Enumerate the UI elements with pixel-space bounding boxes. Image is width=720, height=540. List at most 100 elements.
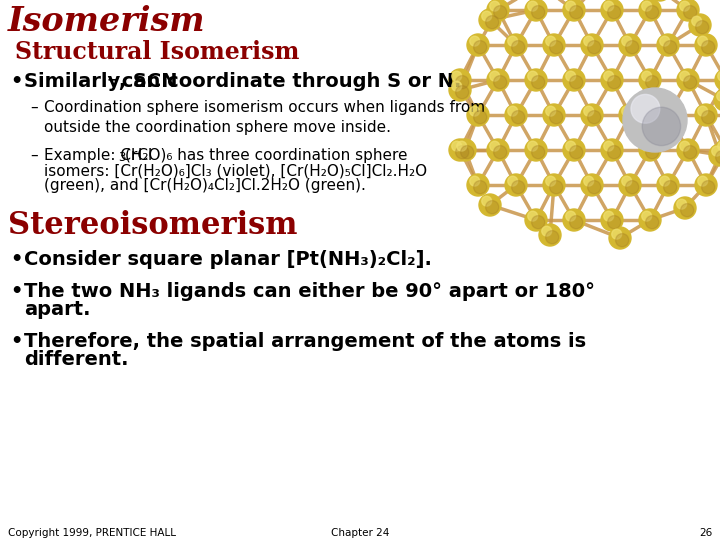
Circle shape (696, 21, 708, 34)
Text: 3: 3 (118, 151, 125, 164)
Text: •: • (10, 282, 22, 300)
Circle shape (715, 69, 720, 91)
Text: Coordination sphere isomerism occurs when ligands from
outside the coordination : Coordination sphere isomerism occurs whe… (44, 100, 485, 136)
Circle shape (718, 71, 720, 81)
Circle shape (456, 76, 469, 89)
Text: –: – (30, 148, 37, 163)
Circle shape (528, 211, 538, 221)
Circle shape (622, 36, 631, 46)
Circle shape (531, 215, 545, 229)
Circle shape (608, 76, 621, 89)
Text: Stereoisomerism: Stereoisomerism (8, 210, 297, 241)
Circle shape (479, 194, 501, 216)
Circle shape (525, 0, 547, 21)
Circle shape (701, 180, 715, 194)
Circle shape (584, 176, 594, 186)
Text: Copyright 1999, PRENTICE HALL: Copyright 1999, PRENTICE HALL (8, 528, 176, 538)
Circle shape (467, 34, 489, 56)
Text: Example: CrCl: Example: CrCl (44, 148, 152, 163)
Circle shape (505, 34, 527, 56)
Circle shape (716, 151, 720, 164)
Circle shape (716, 91, 720, 101)
Circle shape (479, 9, 501, 31)
Circle shape (664, 40, 677, 54)
Circle shape (695, 104, 717, 126)
Circle shape (467, 104, 489, 126)
Circle shape (563, 0, 585, 21)
Circle shape (604, 211, 613, 221)
Text: –: – (30, 100, 37, 115)
Circle shape (543, 34, 565, 56)
Circle shape (512, 180, 525, 194)
Circle shape (646, 5, 659, 19)
Circle shape (525, 209, 547, 231)
Circle shape (604, 141, 613, 151)
Circle shape (601, 139, 623, 161)
Circle shape (482, 11, 492, 21)
Circle shape (485, 16, 499, 29)
Circle shape (469, 106, 480, 116)
Circle shape (563, 69, 585, 91)
Circle shape (604, 1, 613, 11)
Text: Chapter 24: Chapter 24 (330, 528, 390, 538)
Circle shape (701, 111, 715, 124)
Circle shape (549, 180, 563, 194)
Circle shape (622, 106, 631, 116)
Circle shape (677, 69, 699, 91)
Circle shape (616, 234, 629, 247)
Circle shape (487, 69, 509, 91)
Circle shape (456, 146, 469, 159)
Circle shape (664, 111, 677, 124)
Circle shape (454, 139, 476, 161)
Circle shape (683, 5, 697, 19)
Circle shape (467, 174, 489, 196)
Circle shape (601, 69, 623, 91)
Circle shape (601, 209, 623, 231)
Circle shape (646, 76, 659, 89)
Circle shape (581, 174, 603, 196)
Circle shape (608, 215, 621, 229)
Circle shape (608, 5, 621, 19)
Circle shape (642, 71, 652, 81)
Text: Similarly, SCN: Similarly, SCN (24, 72, 178, 91)
Circle shape (692, 16, 702, 26)
Circle shape (660, 106, 670, 116)
Circle shape (683, 146, 697, 159)
Circle shape (642, 141, 652, 151)
Circle shape (528, 141, 538, 151)
Circle shape (494, 5, 507, 19)
Circle shape (474, 111, 487, 124)
Text: isomers: [Cr(H₂O)₆]Cl₃ (violet), [Cr(H₂O)₅Cl]Cl₂.H₂O: isomers: [Cr(H₂O)₆]Cl₃ (violet), [Cr(H₂O… (44, 163, 427, 178)
Circle shape (482, 196, 492, 206)
Circle shape (528, 71, 538, 81)
Circle shape (604, 71, 613, 81)
Text: •: • (10, 332, 22, 350)
Circle shape (680, 1, 690, 11)
Circle shape (680, 204, 694, 217)
Circle shape (642, 211, 652, 221)
Circle shape (584, 36, 594, 46)
Circle shape (698, 176, 708, 186)
Circle shape (698, 36, 708, 46)
Text: Structural Isomerism: Structural Isomerism (15, 40, 300, 64)
Circle shape (570, 5, 582, 19)
Circle shape (714, 89, 720, 111)
Circle shape (512, 111, 525, 124)
Circle shape (474, 40, 487, 54)
Circle shape (639, 69, 661, 91)
Text: The two NH₃ ligands can either be 90° apart or 180°: The two NH₃ ligands can either be 90° ap… (24, 282, 595, 301)
Circle shape (451, 71, 462, 81)
Circle shape (677, 0, 699, 21)
Text: can coordinate through S or N.: can coordinate through S or N. (115, 72, 462, 91)
Circle shape (494, 76, 507, 89)
Circle shape (563, 209, 585, 231)
Circle shape (588, 180, 600, 194)
Circle shape (505, 174, 527, 196)
Circle shape (683, 76, 697, 89)
Circle shape (689, 14, 711, 36)
Circle shape (581, 104, 603, 126)
Circle shape (546, 176, 556, 186)
Circle shape (619, 104, 641, 126)
Circle shape (469, 176, 480, 186)
Text: (green), and [Cr(H₂O)₄Cl₂]Cl.2H₂O (green).: (green), and [Cr(H₂O)₄Cl₂]Cl.2H₂O (green… (44, 178, 366, 193)
